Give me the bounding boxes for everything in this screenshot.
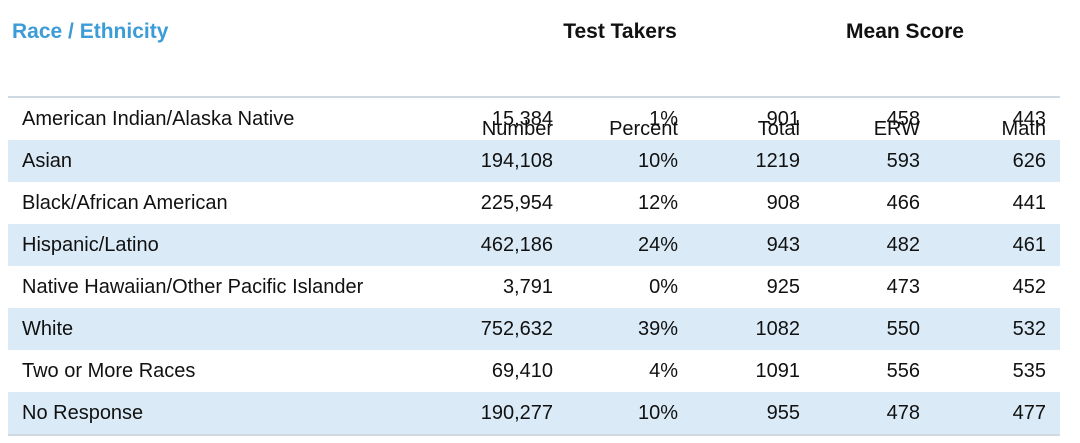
percent-cell: 39% [637,318,678,340]
erw-cell: 458 [886,108,920,130]
test-takers-header: Test Takers [563,20,677,43]
row-label: No Response [22,402,144,424]
math-cell: 461 [1012,234,1046,256]
table-row: American Indian/Alaska Native 15,384 1% … [8,98,1060,140]
row-label: Black/African American [22,192,228,214]
mean-score-header: Mean Score [846,20,964,43]
table-row: Asian 194,108 10% 1219 593 626 [8,140,1060,182]
percent-cell: 24% [637,234,678,256]
row-label: American Indian/Alaska Native [22,108,295,130]
table-row: Two or More Races 69,410 4% 1091 556 535 [8,350,1060,392]
math-cell: 443 [1012,108,1046,130]
erw-column-header: ERW [873,118,920,140]
column-header-row: Number Percent Total ERW Math [0,56,1080,140]
number-cell: 752,632 [480,318,553,340]
math-cell: 452 [1012,276,1046,298]
percent-column-header: Percent [609,118,678,140]
percent-cell: 10% [637,150,678,172]
percent-cell: 10% [637,402,678,424]
math-cell: 532 [1012,318,1046,340]
number-cell: 15,384 [491,108,553,130]
number-cell: 69,410 [491,360,553,382]
math-column-header: Math [1001,118,1046,140]
group-header-row: Race / Ethnicity Test Takers Mean Score [0,8,1080,58]
number-column-header: Number [481,118,553,140]
race-ethnicity-title: Race / Ethnicity [12,20,169,43]
percent-cell: 4% [649,360,678,382]
table-row: White 752,632 39% 1082 550 532 [8,308,1060,350]
header-divider [8,96,1060,98]
math-cell: 626 [1012,150,1046,172]
percent-cell: 1% [649,108,678,130]
total-cell: 901 [766,108,800,130]
erw-cell: 593 [886,150,920,172]
number-cell: 3,791 [502,276,553,298]
total-cell: 955 [766,402,800,424]
number-cell: 190,277 [480,402,553,424]
total-cell: 908 [766,192,800,214]
number-cell: 194,108 [480,150,553,172]
erw-cell: 550 [886,318,920,340]
total-column-header: Total [757,118,800,140]
row-label: Two or More Races [22,360,196,382]
row-label: White [22,318,74,340]
number-cell: 225,954 [480,192,553,214]
total-cell: 925 [766,276,800,298]
total-cell: 1082 [755,318,801,340]
math-cell: 441 [1012,192,1046,214]
math-cell: 535 [1012,360,1046,382]
total-cell: 1219 [755,150,801,172]
row-label: Hispanic/Latino [22,234,159,256]
row-label: Native Hawaiian/Other Pacific Islander [22,276,364,298]
erw-cell: 473 [886,276,920,298]
table-row: Black/African American 225,954 12% 908 4… [8,182,1060,224]
total-cell: 943 [766,234,800,256]
erw-cell: 556 [886,360,920,382]
percent-cell: 0% [649,276,678,298]
table-row: Native Hawaiian/Other Pacific Islander 3… [8,266,1060,308]
table-row: Hispanic/Latino 462,186 24% 943 482 461 [8,224,1060,266]
erw-cell: 466 [886,192,920,214]
erw-cell: 478 [886,402,920,424]
percent-cell: 12% [637,192,678,214]
math-cell: 477 [1012,402,1046,424]
erw-cell: 482 [886,234,920,256]
row-label: Asian [22,150,73,172]
total-cell: 1091 [755,360,801,382]
table-row: No Response 190,277 10% 955 478 477 [8,392,1060,434]
number-cell: 462,186 [480,234,553,256]
table-body: American Indian/Alaska Native 15,384 1% … [8,98,1060,436]
